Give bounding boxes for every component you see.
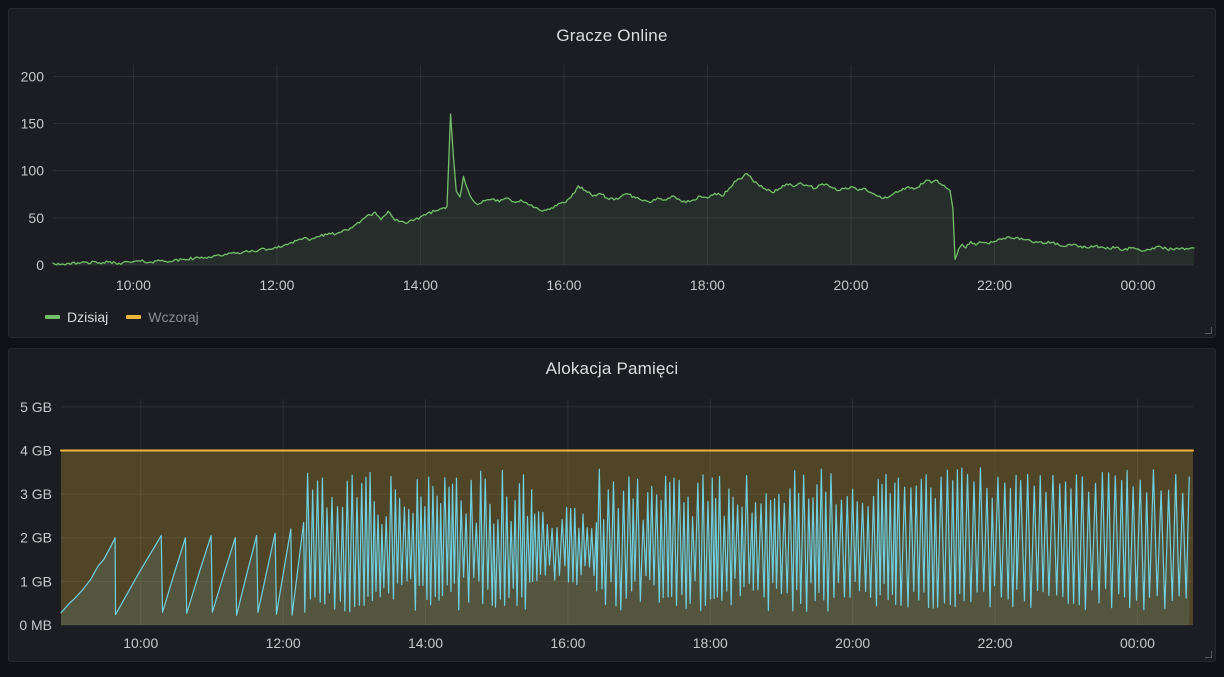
- y-axis-tick-label: 150: [21, 115, 45, 131]
- axis-tick-labels: 0 50 100 150 200 10:00 12:00 14:00 16:00 18:00 20:…: [21, 68, 1156, 293]
- series-line-0: [52, 113, 1195, 266]
- gracze-online-chart: 0 50 100 150 200 10:00 12:00 14:00 16:00 18:00 20:…: [21, 65, 1195, 293]
- panel-title-gracze-online[interactable]: Gracze Online: [556, 26, 668, 45]
- wczoraj-series-swatch: [126, 315, 142, 319]
- y-axis-tick-label: 0 MB: [19, 617, 52, 633]
- x-axis-tick-label: 16:00: [550, 635, 585, 651]
- series-line-1: [60, 467, 1190, 616]
- y-axis-tick-label: 100: [21, 163, 45, 179]
- legend: Dzisiaj Wczoraj: [45, 308, 199, 326]
- y-axis-tick-label: 50: [28, 210, 44, 226]
- wczoraj-legend-label: Wczoraj: [148, 309, 199, 325]
- panel-resize-handle-icon[interactable]: [1205, 327, 1212, 334]
- y-axis-tick-label: 2 GB: [20, 530, 52, 546]
- panel-gracze-online: Gracze Online 0 50 100 150 200 10:00 12:00 14:0…: [8, 8, 1216, 338]
- x-axis-tick-label: 22:00: [978, 635, 1013, 651]
- axis-tick-labels: 0 MB 1 GB 2 GB 3 GB 4 GB 5 GB 10:00 12:00 14:00 1…: [19, 399, 1155, 651]
- series-area-fill: [53, 114, 1194, 265]
- y-axis-tick-label: 200: [21, 68, 45, 84]
- x-axis-tick-label: 12:00: [259, 277, 294, 293]
- x-axis-tick-label: 20:00: [835, 635, 870, 651]
- y-axis-tick-label: 5 GB: [20, 399, 52, 415]
- x-axis-tick-label: 00:00: [1120, 635, 1155, 651]
- x-axis-tick-label: 10:00: [123, 635, 158, 651]
- alokacja-pamieci-chart: 0 MB 1 GB 2 GB 3 GB 4 GB 5 GB 10:00 12:00 14:00 1…: [19, 399, 1194, 651]
- x-axis-tick-label: 18:00: [690, 277, 725, 293]
- x-axis-tick-label: 10:00: [116, 277, 151, 293]
- x-axis-tick-label: 14:00: [403, 277, 438, 293]
- x-axis-tick-label: 20:00: [833, 277, 868, 293]
- panel-alokacja-pamieci: Alokacja Pamięci 0 MB 1 GB 2 GB 3 GB 4 GB 5 G…: [8, 348, 1216, 662]
- panel-resize-handle-icon[interactable]: [1205, 651, 1212, 658]
- dzisiaj-legend-label: Dzisiaj: [67, 309, 109, 325]
- panel-title-alokacja-pamieci[interactable]: Alokacja Pamięci: [545, 359, 679, 378]
- legend-item-wczoraj[interactable]: Wczoraj: [126, 308, 199, 326]
- grid-lines: [53, 65, 1194, 266]
- dzisiaj-series-swatch: [45, 315, 60, 319]
- x-axis-tick-label: 18:00: [693, 635, 728, 651]
- y-axis-tick-label: 1 GB: [20, 573, 52, 589]
- x-axis-tick-label: 00:00: [1121, 277, 1156, 293]
- y-axis-tick-label: 0: [36, 257, 44, 273]
- y-axis-tick-label: 4 GB: [20, 442, 52, 458]
- x-axis-tick-label: 12:00: [266, 635, 301, 651]
- x-axis-tick-label: 16:00: [546, 277, 581, 293]
- legend-item-dzisiaj[interactable]: Dzisiaj: [45, 308, 108, 326]
- x-axis-tick-label: 14:00: [408, 635, 443, 651]
- y-axis-tick-label: 3 GB: [20, 486, 52, 502]
- x-axis-tick-label: 22:00: [977, 277, 1012, 293]
